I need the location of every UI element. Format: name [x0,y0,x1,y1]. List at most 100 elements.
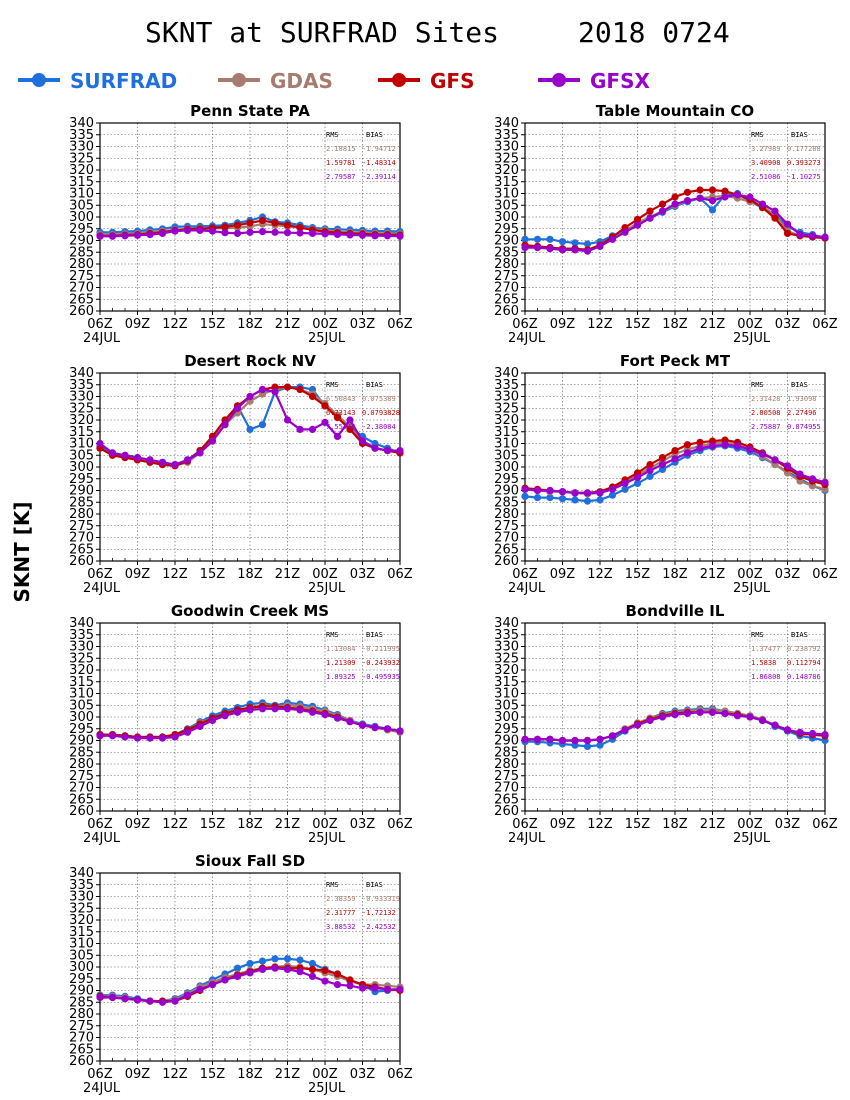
y-tick-label: 305 [494,698,519,713]
legend-entry-gfs: GFS [378,69,474,93]
data-point [133,734,142,742]
series-gfsx [96,964,404,1006]
data-point [746,445,754,453]
panels: Penn State PA260265270275280285290295300… [69,102,838,1096]
data-point [221,421,229,429]
data-point [558,736,567,745]
x-tick-label: 00Z [312,817,338,832]
data-point [358,437,367,445]
x-tick-label: 21Z [275,817,301,832]
data-point [383,985,392,993]
data-point [246,959,254,968]
y-tick-label: 305 [69,698,94,713]
y-tick-label: 310 [494,687,519,702]
y-tick-label: 260 [494,804,519,819]
stat-bias-gdas: -0.211995 [362,645,400,653]
y-tick-label: 275 [69,269,94,284]
legend-label: GFS [430,69,474,93]
data-point [146,997,154,1005]
x-tick-label: 12Z [587,817,613,832]
data-point [683,709,692,718]
data-point [533,244,542,252]
data-point [308,959,317,968]
data-point [646,207,654,215]
data-point [246,392,254,401]
y-tick-label: 295 [69,972,94,987]
x-tick-label: 18Z [237,1067,263,1082]
data-point [333,970,342,978]
data-point [546,245,554,253]
data-point [583,742,592,751]
y-tick-label: 315 [69,925,94,940]
data-point [396,447,404,455]
y-tick-label: 300 [69,710,94,725]
data-point [696,444,704,452]
data-point [633,215,642,223]
stat-bias-gfsx: -2.39114 [362,173,396,181]
data-point [346,976,354,984]
data-point [608,235,617,243]
series-gfsx [96,226,404,240]
data-point [783,220,792,228]
y-tick-label: 260 [494,304,519,319]
x-tick-label: 18Z [662,817,688,832]
y-tick-label: 335 [494,378,519,393]
data-point [371,724,379,732]
data-point [358,231,367,239]
data-point [283,965,292,974]
date-label: 25JUL [308,1081,346,1096]
data-point [658,454,667,462]
panel-title: Fort Peck MT [620,352,731,370]
plot-frame [524,372,826,562]
stat-rms-gdas: 3.27989 [751,145,781,153]
data-point [671,200,679,208]
y-tick-label: 260 [69,304,94,319]
data-point [383,232,392,240]
x-tick-label: 06Z [812,567,838,582]
data-point [796,231,804,239]
data-point [246,425,254,433]
data-point [346,231,354,239]
data-point [133,996,142,1004]
stats-bias-header: BIAS [791,631,808,639]
legend-entry-gdas: GDAS [218,69,333,93]
data-point [796,470,804,478]
stat-bias-gfsx: -2.42532 [362,923,396,931]
x-tick-label: 06Z [87,567,113,582]
data-point [296,224,304,232]
data-point [646,716,654,725]
y-tick-label: 305 [69,198,94,213]
legend-entry-gfsx: GFSX [538,69,650,93]
y-tick-label: 295 [494,722,519,737]
data-point [196,226,204,234]
legend-label: SURFRAD [70,69,177,93]
x-tick-label: 03Z [775,817,801,832]
x-tick-label: 09Z [125,817,151,832]
data-point [746,193,754,201]
y-tick-label: 295 [69,222,94,237]
y-tick-label: 265 [494,792,519,807]
x-tick-label: 21Z [700,567,726,582]
stat-rms-gfs: 3.40908 [751,159,781,167]
y-tick-label: 290 [494,234,519,249]
data-point [583,247,592,255]
data-point [258,965,267,974]
x-tick-label: 03Z [350,317,376,332]
data-point [596,496,604,504]
stat-bias-gfsx: -2.38084 [362,423,396,431]
data-point [571,489,579,497]
x-tick-label: 15Z [625,317,651,332]
x-tick-label: 21Z [275,1067,301,1082]
data-point [821,731,829,739]
data-point [371,444,379,452]
y-tick-label: 270 [69,531,94,546]
data-point [521,735,529,743]
data-point [596,489,604,497]
data-point [296,956,304,964]
stat-bias-gdas: -0.933319 [362,895,400,903]
data-point [683,188,692,196]
y-tick-label: 320 [494,663,519,678]
stat-rms-gfsx: 1.86808 [751,673,781,681]
y-tick-label: 265 [69,292,94,307]
data-point [196,449,204,457]
